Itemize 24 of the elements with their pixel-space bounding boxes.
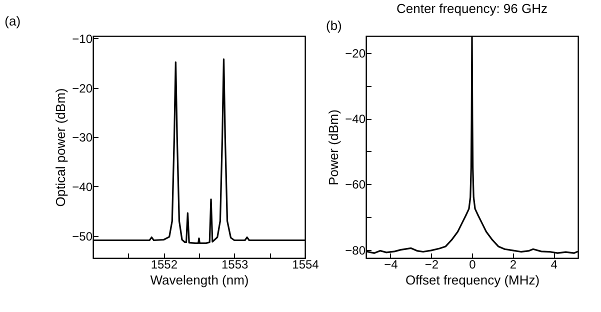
x-tick-label: 4 [550,258,558,272]
y-tick-label: −50 [72,229,93,244]
text: (b) [326,18,342,33]
y-axis-title: Power (dBm) [326,110,342,186]
chart-title: Center frequency: 96 GHz [396,1,548,16]
y-tick-label: −80 [345,243,366,258]
x-tick-label: −4 [384,258,398,272]
y-tick-label: −20 [345,46,366,61]
x-tick-label: 1553 [221,258,249,272]
y-tick-label: −20 [72,81,93,96]
x-tick-label: −2 [424,258,439,272]
x-tick-label: 0 [469,258,476,272]
x-tick-label: 2 [510,258,517,272]
chart-title: (a) [4,13,21,28]
x-tick-label: 1552 [150,258,178,272]
y-tick-label: −10 [72,32,93,46]
x-axis-title: Wavelength (nm) [150,272,249,288]
x-axis-title: Offset frequency (MHz) [405,272,540,288]
y-tick-label: −60 [345,178,366,192]
y-axis-title: Optical power (dBm) [53,88,68,207]
y-tick-label: −40 [345,112,366,126]
y-tick-label: −30 [72,130,93,145]
y-tick-label: −40 [72,180,93,194]
x-tick-label: 1554 [292,258,320,272]
